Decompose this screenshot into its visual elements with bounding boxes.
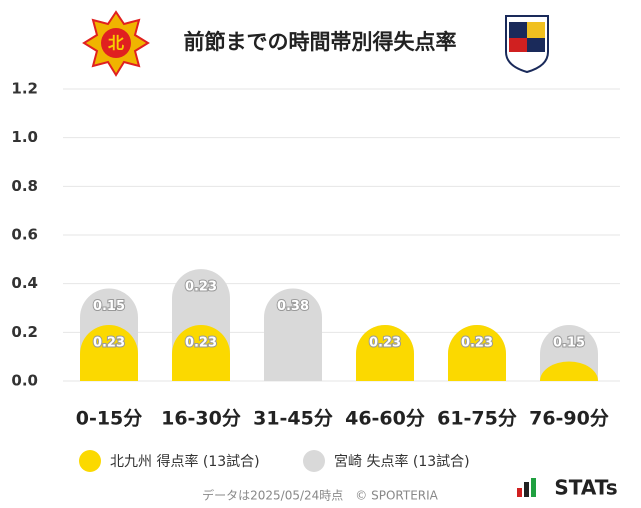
bar bbox=[172, 325, 230, 381]
brand-logo: STATs bbox=[517, 476, 618, 500]
value-label: 0.23 bbox=[185, 280, 217, 295]
home-logo: 北 bbox=[82, 10, 150, 77]
brand: STATs bbox=[554, 476, 617, 500]
y-tick-label: 0.0 bbox=[11, 372, 38, 390]
x-tick-label: 61-75分 bbox=[437, 408, 517, 430]
away-logo bbox=[505, 15, 549, 74]
value-label: 0.23 bbox=[461, 336, 493, 351]
y-tick-label: 0.6 bbox=[11, 226, 38, 244]
footer: データは2025/05/24時点 © SPORTERIA bbox=[202, 488, 439, 503]
value-label: 0.15 bbox=[553, 336, 585, 351]
svg-text:北: 北 bbox=[108, 34, 124, 53]
y-tick-label: 0.8 bbox=[11, 177, 38, 195]
y-tick-label: 0.4 bbox=[11, 274, 38, 292]
x-tick-label: 31-45分 bbox=[253, 408, 333, 430]
legend-swatch bbox=[303, 450, 325, 472]
bar bbox=[264, 288, 322, 381]
x-tick-label: 16-30分 bbox=[161, 408, 241, 430]
bar bbox=[540, 361, 598, 381]
bar bbox=[448, 325, 506, 381]
y-tick-label: 1.0 bbox=[11, 128, 38, 146]
x-tick-label: 76-90分 bbox=[529, 408, 609, 430]
y-tick-label: 0.2 bbox=[11, 323, 38, 341]
legend-swatch bbox=[79, 450, 101, 472]
legend: 北九州 得点率 (13試合) 宮崎 失点率 (13試合) bbox=[79, 450, 470, 472]
x-tick-label: 46-60分 bbox=[345, 408, 425, 430]
value-label: 0.15 bbox=[93, 299, 125, 314]
value-label: 0.23 bbox=[93, 336, 125, 351]
value-label: 0.23 bbox=[369, 336, 401, 351]
value-label: 0.23 bbox=[185, 336, 217, 351]
bar bbox=[356, 325, 414, 381]
legend-label: 宮崎 失点率 (13試合) bbox=[334, 453, 470, 470]
bar bbox=[80, 325, 138, 381]
x-tick-label: 0-15分 bbox=[76, 408, 143, 430]
legend-label: 北九州 得点率 (13試合) bbox=[110, 453, 260, 470]
chart-title: 前節までの時間帯別得失点率 bbox=[184, 30, 457, 54]
value-label: 0.38 bbox=[277, 299, 309, 314]
y-tick-label: 1.2 bbox=[11, 80, 38, 98]
